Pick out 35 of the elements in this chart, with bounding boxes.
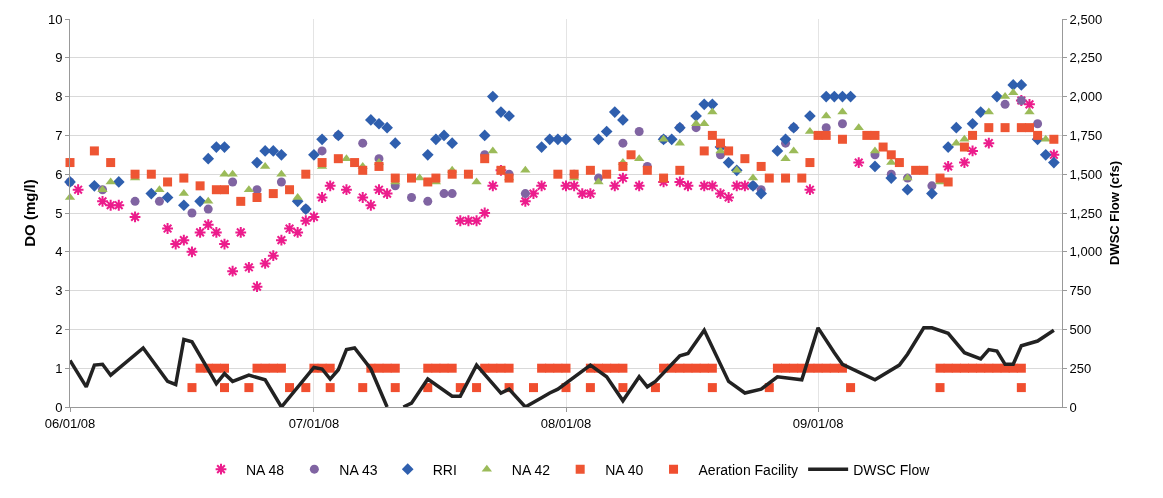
y-tick-label: 4 bbox=[55, 244, 63, 260]
y2-tick-label: 1,750 bbox=[1069, 127, 1103, 143]
y2-tick-label: 250 bbox=[1069, 360, 1092, 376]
y2-axis-title: DWSC Flow (cfs) bbox=[1106, 161, 1122, 265]
y2-tick-label: 1,500 bbox=[1069, 166, 1103, 182]
y2-tick-label: 2,000 bbox=[1069, 89, 1103, 105]
y-axis-title: DO (mg/l) bbox=[21, 179, 39, 247]
y2-tick-label: 1,250 bbox=[1069, 205, 1103, 221]
y2-tick-label: 500 bbox=[1069, 321, 1092, 337]
legend-label: NA 48 bbox=[246, 461, 285, 478]
y-tick-label: 10 bbox=[47, 11, 63, 27]
y2-tick-label: 2,250 bbox=[1069, 50, 1103, 66]
x-tick-label: 09/01/08 bbox=[792, 415, 844, 431]
legend-label: NA 42 bbox=[511, 461, 551, 478]
legend-label: Aeration Facility bbox=[698, 461, 799, 478]
legend-label: DWSC Flow bbox=[853, 461, 931, 478]
y-tick-label: 6 bbox=[55, 166, 63, 182]
y-tick-label: 2 bbox=[55, 321, 63, 337]
legend-label: NA 43 bbox=[339, 461, 378, 478]
y2-tick-label: 750 bbox=[1069, 283, 1092, 299]
y-tick-label: 7 bbox=[55, 127, 63, 143]
y-tick-label: 3 bbox=[55, 283, 63, 299]
y2-tick-label: 2,500 bbox=[1069, 11, 1103, 27]
y-tick-label: 9 bbox=[55, 50, 63, 66]
legend-label: RRI bbox=[432, 461, 457, 478]
x-tick-label: 08/01/08 bbox=[540, 415, 592, 431]
y-tick-label: 1 bbox=[55, 360, 63, 376]
y-tick-label: 8 bbox=[55, 89, 63, 105]
y-tick-label: 0 bbox=[55, 399, 63, 415]
legend-label: NA 40 bbox=[605, 461, 644, 478]
x-tick-label: 06/01/08 bbox=[44, 415, 96, 431]
x-tick-label: 07/01/08 bbox=[288, 415, 340, 431]
y2-tick-label: 0 bbox=[1069, 399, 1077, 415]
y-tick-label: 5 bbox=[55, 205, 63, 221]
y2-tick-label: 1,000 bbox=[1069, 244, 1103, 260]
